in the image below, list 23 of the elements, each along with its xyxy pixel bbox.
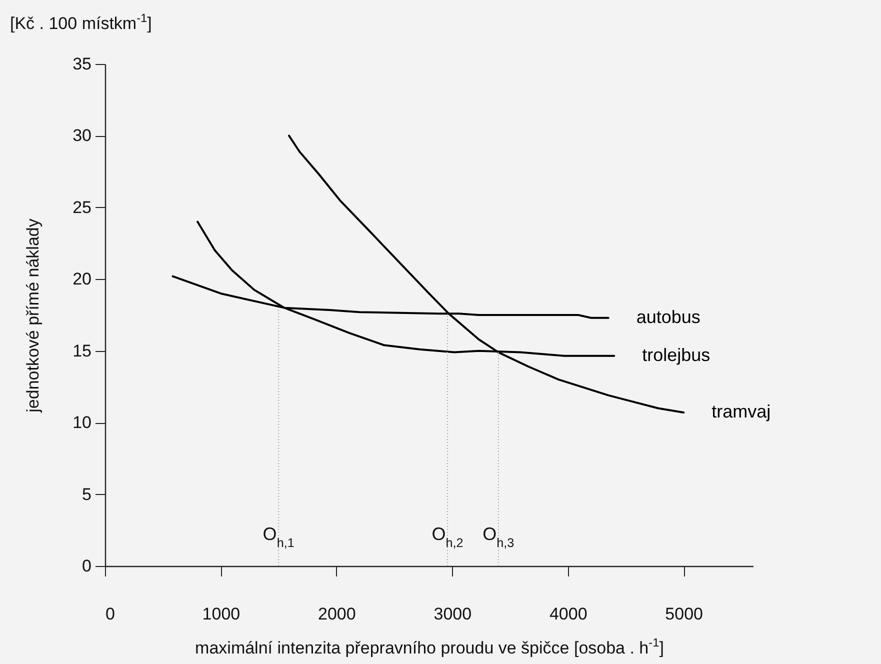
series-label: tramvaj	[712, 402, 771, 422]
y-tick-label: 30	[72, 126, 92, 146]
annotation: O$_{h,1}$	[262, 524, 294, 550]
series-label: trolejbus	[642, 344, 710, 365]
y-tick-label: 15	[72, 341, 92, 360]
x-tick-label: 5000	[665, 604, 703, 624]
x-tick-label: 3000	[434, 604, 472, 624]
series-label: autobus	[636, 306, 700, 327]
y-tick-label: 20	[72, 270, 92, 289]
x-tick-label: 0	[106, 604, 115, 624]
y-tick-label: 35	[72, 54, 92, 74]
y-axis-title: jednotkové přímé náklady	[24, 218, 43, 414]
y-tick-label: 25	[72, 198, 92, 217]
x-tick-label: 1000	[202, 604, 240, 624]
y-tick-label: 5	[82, 484, 92, 504]
x-tick-label: 4000	[549, 604, 588, 624]
y-tick-label: 10	[72, 413, 92, 432]
y-tick-label: 0	[82, 556, 92, 576]
x-axis-title: maximální intenzita přepravního proudu ve špičce [osoba . h$^{-1}$]	[195, 636, 664, 658]
text: [Kč . 100 místkm$^{-1}$]	[10, 11, 152, 33]
x-tick-label: 2000	[318, 604, 356, 624]
annotation: O$_{h,2}$	[432, 524, 464, 550]
annotation: O$_{h,3}$	[482, 524, 514, 550]
